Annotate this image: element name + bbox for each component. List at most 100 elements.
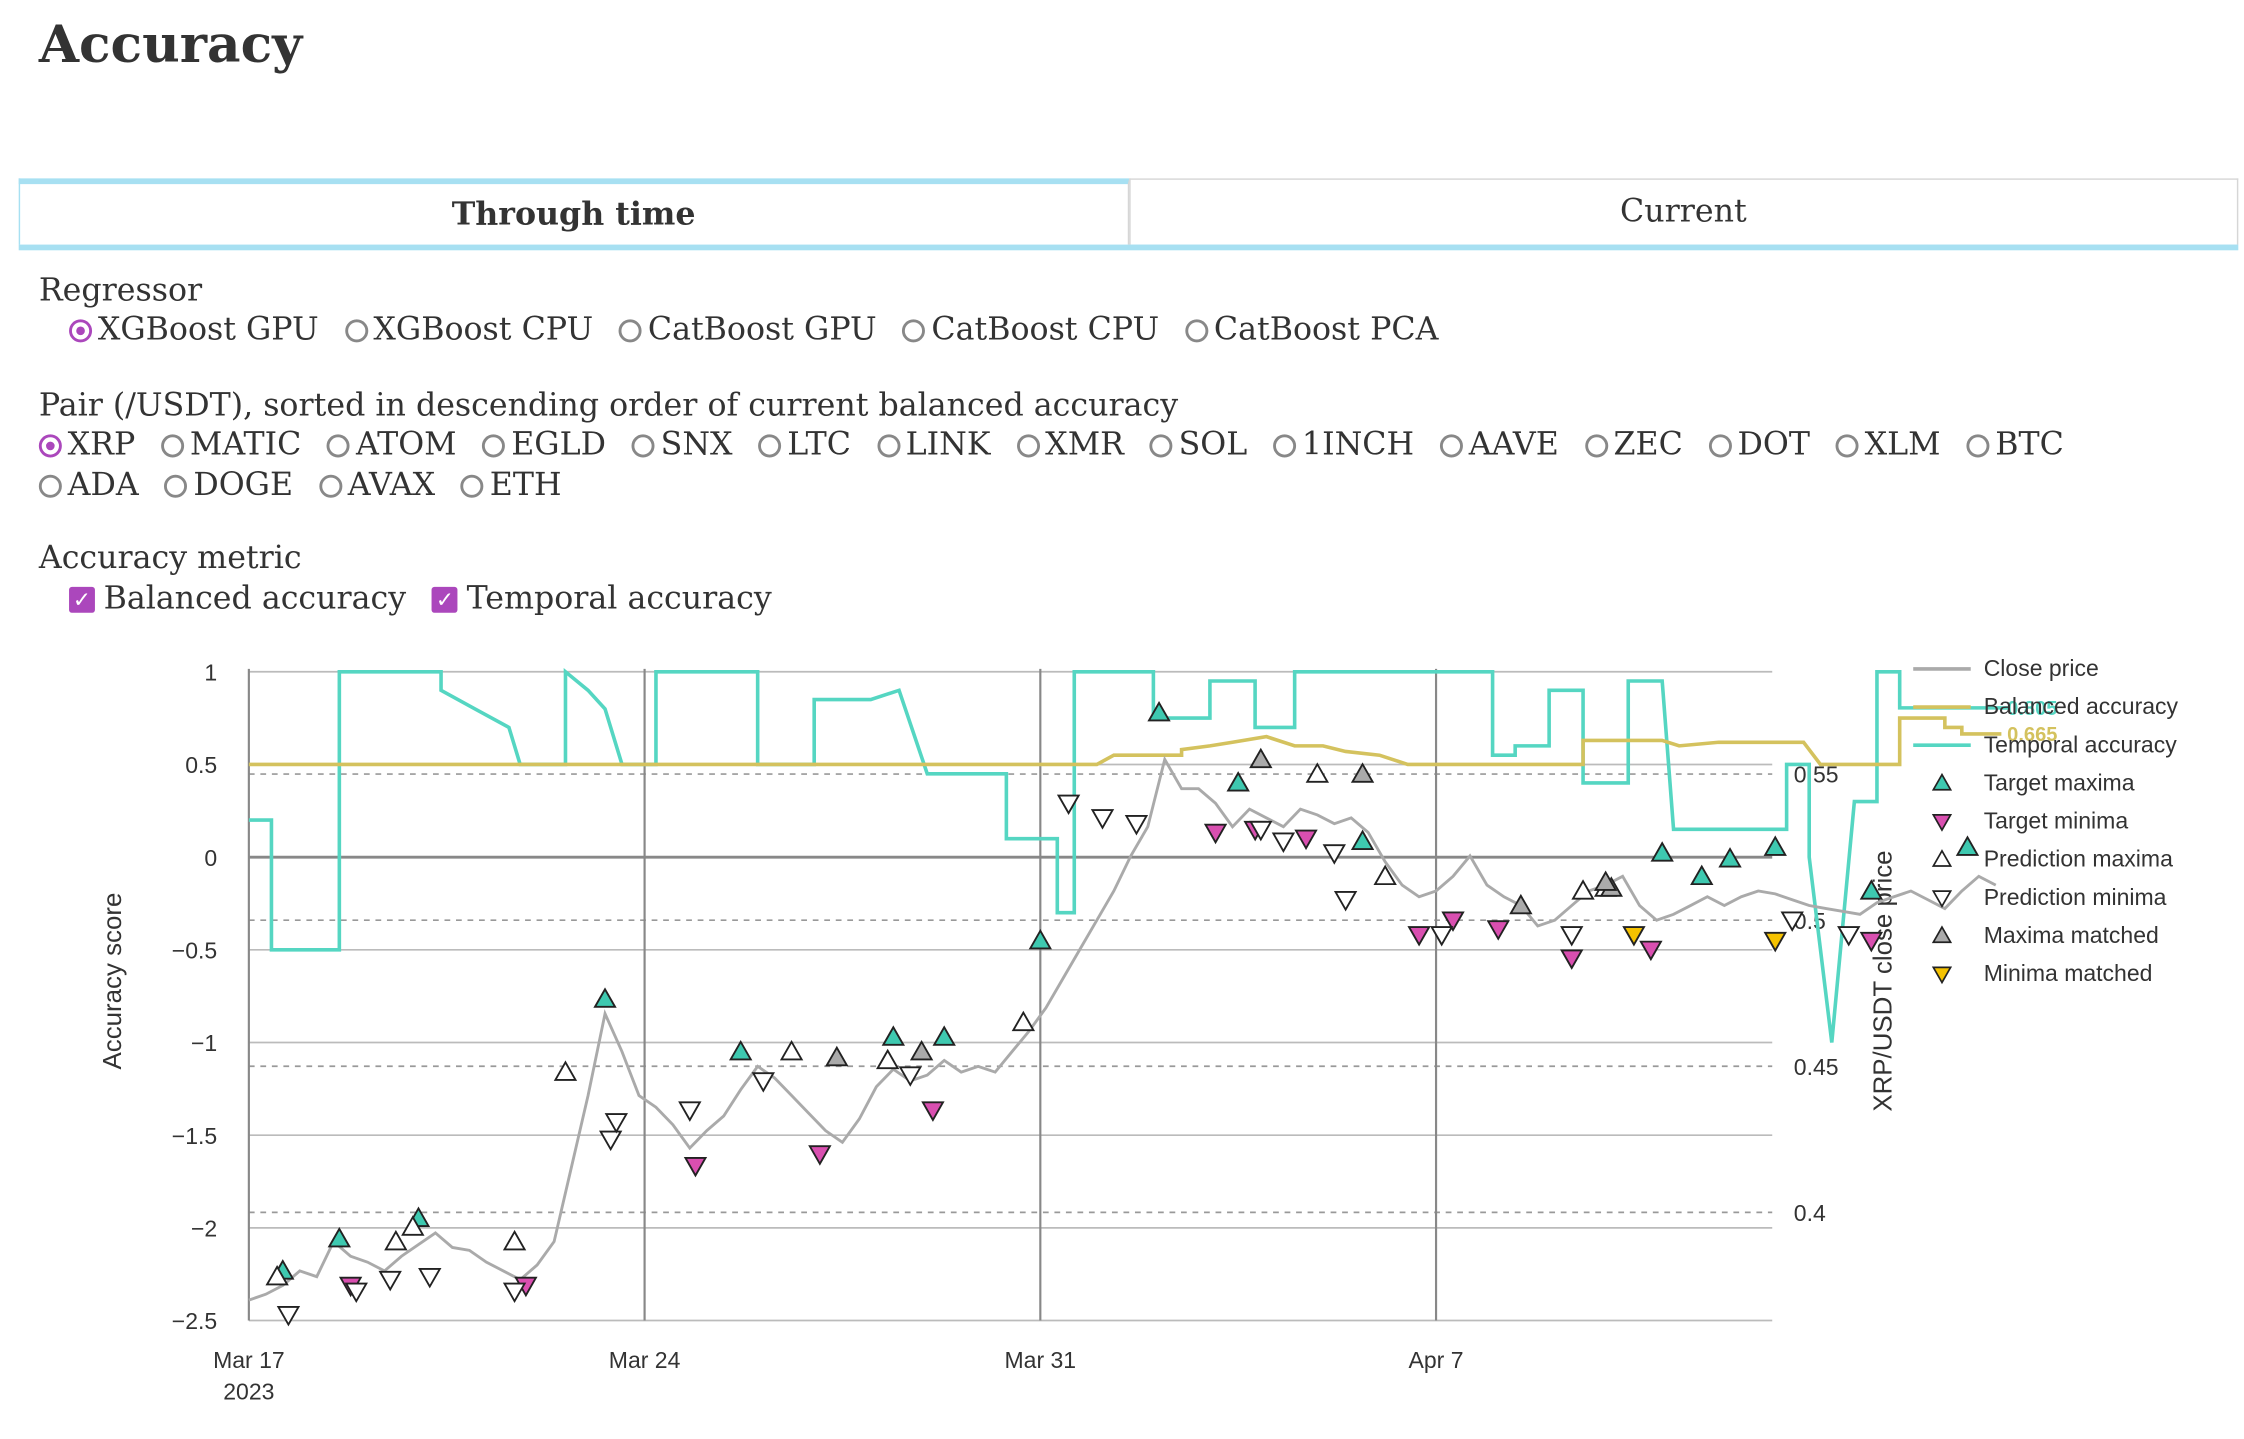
pair-radio-ltc[interactable]: LTC: [758, 427, 851, 464]
prediction-minima-marker: [344, 1282, 368, 1304]
radio-circle-icon: [38, 474, 62, 498]
legend-close-price: Close price: [1913, 655, 2099, 681]
legend-marker-icon: [1931, 925, 1953, 944]
pair-option-label: AAVE: [1468, 427, 1559, 464]
pair-radio-aave[interactable]: AAVE: [1439, 427, 1559, 464]
target-maxima-marker: [1763, 835, 1787, 856]
pair-radio-atom[interactable]: ATOM: [327, 427, 457, 464]
tab-current[interactable]: Current: [1128, 178, 2239, 245]
regressor-radio-catboost-pca[interactable]: CatBoost PCA: [1185, 312, 1438, 349]
prediction-minima-marker: [598, 1130, 623, 1152]
pair-label: Pair (/USDT), sorted in descending order…: [38, 388, 1179, 425]
legend-prediction-maxima: Prediction maxima: [1931, 846, 2173, 872]
temporal-end-label: 0.805: [2007, 698, 2057, 720]
regressor-radio-xgboost-cpu[interactable]: XGBoost CPU: [344, 312, 594, 349]
prediction-minima-marker: [898, 1066, 922, 1087]
maxima-matched-marker: [1509, 893, 1533, 915]
prediction-minima-marker: [1780, 911, 1804, 932]
tab-bar: Through time Current: [18, 178, 2239, 251]
target-minima-marker: [1203, 823, 1228, 845]
regressor-option-label: CatBoost CPU: [931, 312, 1160, 349]
radio-circle-icon: [461, 474, 485, 498]
legend-target-minima: Target minima: [1931, 808, 2128, 834]
legend-label: Prediction maxima: [1984, 846, 2173, 872]
regressor-option-label: CatBoost PCA: [1213, 312, 1439, 349]
target-maxima-marker: [881, 1025, 906, 1046]
metric-option-label: Temporal accuracy: [466, 581, 772, 618]
prediction-minima-marker: [1271, 832, 1296, 854]
regressor-option-label: XGBoost CPU: [373, 312, 594, 349]
pair-option-label: XLM: [1864, 427, 1941, 464]
pair-radio-snx[interactable]: SNX: [631, 427, 733, 464]
pair-option-label: ZEC: [1613, 427, 1683, 464]
pair-option-label: 1INCH: [1301, 427, 1415, 464]
y-tick-label: −0.5: [172, 937, 217, 963]
prediction-minima-marker: [678, 1101, 702, 1122]
pair-radio-dot[interactable]: DOT: [1708, 427, 1810, 464]
prediction-minima-marker: [1124, 815, 1149, 836]
pair-radio-zec[interactable]: ZEC: [1584, 427, 1683, 464]
pair-radio-eth[interactable]: ETH: [461, 468, 562, 505]
prediction-minima-marker: [378, 1270, 402, 1292]
pair-radio-avax[interactable]: AVAX: [318, 467, 436, 505]
prediction-maxima-marker: [401, 1215, 425, 1236]
radio-circle-icon: [1149, 434, 1173, 458]
target-maxima-marker: [1690, 864, 1714, 886]
pair-radio-egld[interactable]: EGLD: [482, 427, 606, 464]
prediction-maxima-marker: [553, 1060, 578, 1081]
y-tick-label: −2.5: [172, 1308, 217, 1334]
pair-option-label: XRP: [67, 427, 136, 464]
legend-minima-matched: Minima matched: [1931, 960, 2152, 986]
y-tick-label: 0.5: [185, 752, 217, 778]
metric-checkbox-balanced-accuracy[interactable]: ✓ Balanced accuracy: [69, 581, 406, 618]
tab-through-time[interactable]: Through time: [18, 178, 1129, 245]
pair-radio-doge[interactable]: DOGE: [164, 468, 293, 505]
prediction-maxima-marker: [265, 1264, 289, 1286]
metric-label: Accuracy metric: [38, 540, 302, 577]
regressor-radio-xgboost-gpu[interactable]: XGBoost GPU: [69, 312, 319, 349]
prediction-maxima-marker: [1373, 864, 1397, 886]
checkmark-icon: ✓: [432, 586, 458, 613]
radio-circle-icon: [161, 434, 185, 458]
x-tick-label: Mar 17: [213, 1347, 285, 1373]
pair-radio-1inch[interactable]: 1INCH: [1273, 427, 1414, 464]
prediction-minima-marker: [604, 1113, 629, 1134]
prediction-minima-marker: [1056, 794, 1081, 816]
pair-radio-ada[interactable]: ADA: [38, 468, 139, 505]
pair-radio-xmr[interactable]: XMR: [1016, 427, 1124, 464]
target-minima-marker: [1407, 926, 1431, 947]
pair-option-label: AVAX: [347, 467, 436, 504]
y-tick-label: 0: [204, 845, 217, 871]
pair-option-label: MATIC: [189, 427, 302, 464]
target-maxima-marker: [1028, 928, 1053, 950]
target-maxima-marker: [1650, 841, 1674, 862]
prediction-minima-marker: [1430, 926, 1454, 947]
pair-radio-btc[interactable]: BTC: [1966, 427, 2064, 464]
pair-radio-link[interactable]: LINK: [876, 427, 991, 464]
pair-option-label: LTC: [787, 427, 851, 464]
balanced-accuracy-line: [248, 716, 2002, 767]
target-minima-marker: [1560, 949, 1584, 970]
metric-checkbox-temporal-accuracy[interactable]: ✓ Temporal accuracy: [432, 581, 772, 618]
regressor-radio-catboost-cpu[interactable]: CatBoost CPU: [902, 312, 1160, 349]
y-right-tick-label: 0.4: [1794, 1200, 1826, 1226]
target-maxima-marker: [729, 1039, 753, 1061]
close-price-line: [248, 755, 1997, 1302]
maxima-matched-marker: [825, 1045, 849, 1067]
y-right-tick-label: 0.45: [1794, 1054, 1839, 1080]
pair-radio-xlm[interactable]: XLM: [1835, 427, 1941, 464]
pair-radio-sol[interactable]: SOL: [1149, 427, 1247, 464]
regressor-radio-catboost-gpu[interactable]: CatBoost GPU: [619, 312, 877, 349]
prediction-maxima-marker: [876, 1048, 900, 1070]
radio-circle-icon: [1016, 434, 1040, 458]
prediction-maxima-marker: [779, 1039, 804, 1061]
prediction-minima-marker: [1249, 820, 1273, 842]
metric-option-label: Balanced accuracy: [103, 581, 407, 618]
pair-radio-matic[interactable]: MATIC: [161, 427, 301, 464]
minima-matched-marker: [1622, 926, 1646, 947]
pair-radio-xrp[interactable]: XRP: [38, 427, 136, 464]
radio-circle-icon: [631, 434, 655, 458]
legend-marker-icon: [1931, 890, 1953, 908]
